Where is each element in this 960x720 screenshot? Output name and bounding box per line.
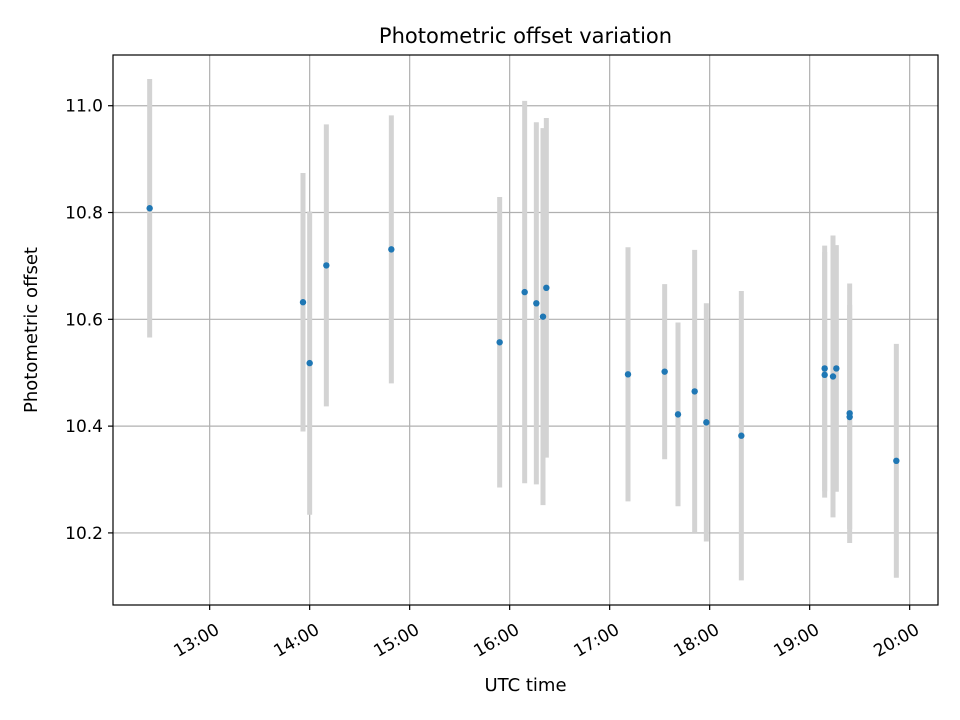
data-point (829, 373, 837, 380)
data-point (833, 365, 840, 372)
x-axis-label: UTC time (484, 675, 566, 696)
x-tick-label: 18:00 (671, 620, 723, 662)
errorbar-layer (147, 79, 899, 581)
data-point (821, 365, 828, 372)
y-tick-label: 10.6 (65, 310, 103, 330)
x-tick-label: 15:00 (371, 620, 423, 662)
point-layer (146, 205, 900, 465)
x-tick-label: 16:00 (471, 620, 523, 662)
data-point (323, 262, 330, 269)
x-tick-label: 19:00 (771, 620, 823, 662)
data-point (893, 457, 900, 465)
data-point (674, 411, 682, 418)
x-tick-label: 17:00 (571, 620, 623, 662)
data-point (306, 359, 313, 367)
tick-layer: 13:00 14:00 15:00 16:00 17:00 18:00 19:00 20:00… (65, 97, 923, 662)
y-tick-label: 11.0 (65, 97, 103, 117)
data-point (661, 368, 668, 375)
data-point (691, 388, 698, 395)
data-point (299, 299, 307, 306)
data-point (738, 432, 745, 439)
data-point (146, 205, 153, 212)
data-point (624, 371, 632, 378)
data-point (533, 300, 540, 307)
y-tick-label: 10.8 (65, 204, 103, 224)
x-tick-label: 14:00 (271, 620, 323, 662)
data-point (846, 410, 853, 417)
x-tick-label: 20:00 (871, 620, 923, 662)
y-axis-label: Photometric offset (21, 247, 42, 413)
data-point (388, 246, 395, 253)
y-tick-label: 10.4 (65, 417, 103, 437)
data-point (703, 419, 710, 426)
axes-frame (112, 54, 939, 606)
x-tick-label: 13:00 (171, 620, 223, 662)
data-point (539, 313, 547, 320)
chart-title: Photometric offset variation (379, 24, 672, 48)
data-point (543, 284, 550, 292)
data-point (496, 339, 503, 346)
data-point (521, 288, 528, 296)
y-tick-label: 10.2 (65, 524, 103, 544)
data-point (821, 371, 828, 379)
